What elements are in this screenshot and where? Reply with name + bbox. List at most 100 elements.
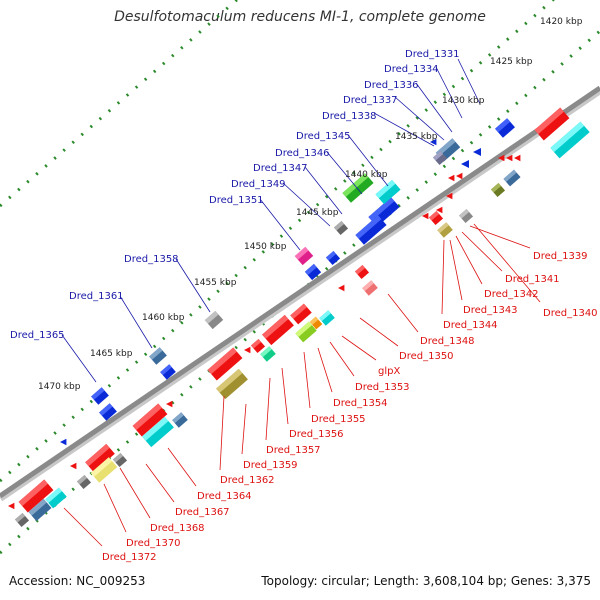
lower-gene-arrow (436, 206, 443, 214)
lower-gene (319, 310, 335, 326)
lower-leader-line (455, 235, 483, 285)
lower-leader-line (219, 395, 225, 471)
upper-gene (294, 246, 314, 266)
kbp-tick-label: 1430 kbp (442, 96, 485, 106)
lower-gene (290, 303, 312, 325)
lower-gene-label: Dred_1362 (220, 475, 275, 486)
upper-gene-arrow (461, 160, 469, 168)
kbp-tick-label: 1450 kbp (244, 242, 287, 252)
accession-text: Accession: NC_009253 (9, 574, 146, 588)
upper-gene (160, 364, 176, 380)
lower-leader-line (167, 447, 197, 487)
lower-gene (503, 169, 521, 187)
upper-gene (204, 310, 224, 330)
genome-summary-text: Topology: circular; Length: 3,608,104 bp… (261, 574, 591, 588)
lower-leader-line (329, 341, 355, 377)
lower-gene (76, 474, 92, 490)
upper-leader-line (373, 112, 435, 147)
upper-leader-line (457, 58, 481, 105)
lower-gene-arrow (422, 212, 429, 220)
upper-gene (495, 118, 515, 138)
upper-gene-label: Dred_1358 (124, 254, 179, 265)
lower-gene-label: Dred_1359 (243, 460, 298, 471)
upper-leader-line (435, 66, 463, 119)
kbp-tick-label: 1455 kbp (194, 278, 237, 288)
upper-leader-line (347, 134, 389, 187)
lower-gene-arrow (456, 172, 463, 180)
upper-gene (355, 215, 387, 245)
upper-gene-label: Dred_1331 (405, 49, 460, 60)
lower-gene-label: Dred_1344 (443, 320, 498, 331)
lower-gene-label: Dred_1354 (333, 398, 388, 409)
lower-gene-label: glpX (378, 366, 400, 377)
lower-leader-line (387, 293, 419, 333)
lower-gene-label: Dred_1372 (102, 552, 157, 563)
lower-gene-arrow (166, 400, 173, 408)
kbp-tick-label: 1420 kbp (540, 17, 583, 27)
gene-labels: Dred_1331 Dred_1334 Dred_1336 Dred_1337 Dred… (10, 49, 598, 563)
upper-gene (149, 347, 167, 365)
lower-gene (132, 403, 168, 437)
lower-gene-arrow (446, 192, 453, 200)
lower-gene-arrow (70, 462, 77, 470)
upper-gene-arrow (430, 138, 437, 146)
lower-gene-arrow (448, 174, 455, 182)
upper-gene (432, 150, 448, 166)
lower-gene-label: Dred_1367 (175, 507, 230, 518)
upper-leader-line (415, 82, 453, 133)
lower-gene (534, 107, 570, 141)
lower-gene (90, 457, 118, 483)
lower-leader-line (119, 467, 151, 519)
gene-features (8, 107, 590, 528)
lower-leader-line (461, 231, 503, 272)
lower-gene (437, 222, 453, 238)
lower-gene (112, 452, 128, 468)
upper-gene-arrow (60, 438, 67, 446)
upper-gene (99, 403, 117, 421)
lower-gene-label: Dred_1350 (399, 351, 454, 362)
lower-gene (458, 208, 474, 224)
upper-gene (304, 263, 322, 281)
lower-gene (207, 347, 243, 381)
lower-leader-line (359, 317, 399, 347)
lower-leader-line (441, 239, 445, 315)
upper-leader-line (175, 258, 211, 313)
upper-gene (333, 220, 349, 236)
label-leader-lines (61, 58, 541, 547)
lower-gene (172, 412, 188, 428)
lower-leader-line (281, 367, 289, 425)
lower-gene (309, 316, 323, 330)
upper-gene-label: Dred_1361 (69, 291, 124, 302)
upper-gene-label: Dred_1345 (296, 131, 351, 142)
kbp-tick-label: 1440 kbp (345, 170, 388, 180)
upper-leader-line (282, 182, 331, 227)
lower-leader-line (317, 347, 333, 393)
kbp-tick-label: 1465 kbp (90, 349, 133, 359)
lower-gene-label: Dred_1368 (150, 523, 205, 534)
lower-gene-label: Dred_1339 (533, 251, 588, 262)
lower-gene-arrow (514, 154, 521, 162)
lower-leader-line (63, 507, 103, 547)
lower-gene (28, 498, 52, 522)
lower-gene-arrow (506, 154, 513, 162)
lower-leader-line (145, 463, 175, 503)
lower-gene-arrow (498, 154, 505, 162)
map-title: Desulfotomaculum reducens MI-1, complete… (114, 9, 486, 25)
upper-leader-line (304, 166, 343, 215)
lower-gene (85, 443, 115, 473)
lower-leader-line (473, 223, 541, 303)
lower-gene-label: Dred_1348 (420, 336, 475, 347)
lower-gene (354, 264, 370, 280)
lower-leader-line (103, 483, 127, 533)
upper-gene-arrow (473, 148, 481, 156)
lower-gene (262, 314, 294, 346)
kbp-tick-labels: 1420 kbp 1425 kbp 1430 kbp 1435 kbp 1440 kbp… (38, 17, 583, 392)
lower-gene (142, 416, 174, 448)
upper-leader-line (119, 295, 153, 349)
lower-leader-line (469, 225, 531, 249)
upper-leader-line (326, 151, 363, 195)
upper-gene-label: Dred_1347 (253, 163, 308, 174)
kbp-tick-label: 1435 kbp (395, 132, 438, 142)
lower-gene-label: Dred_1356 (289, 429, 344, 440)
